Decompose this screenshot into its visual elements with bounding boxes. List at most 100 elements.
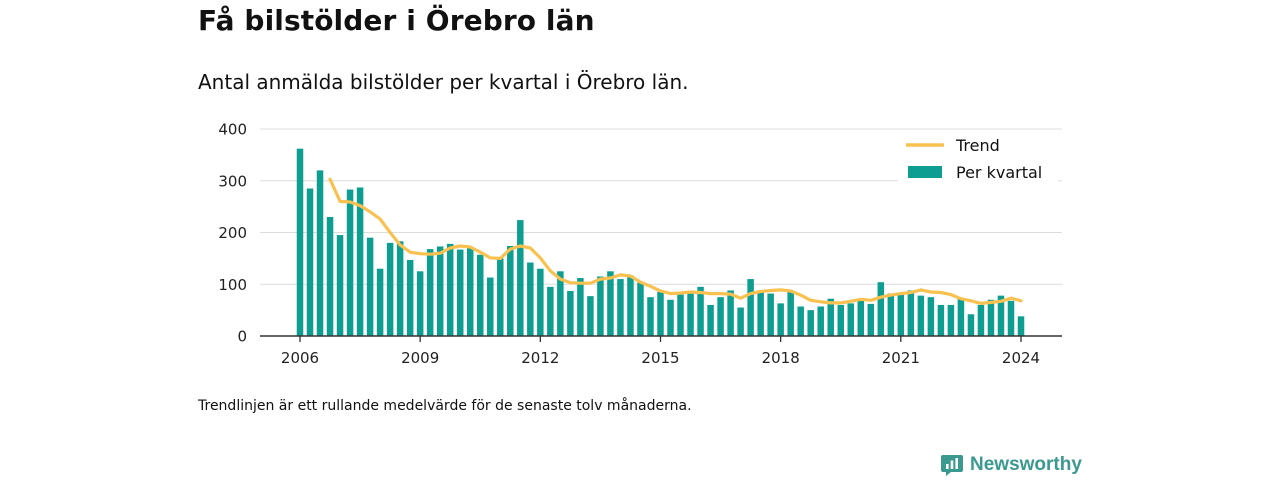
bar bbox=[967, 314, 975, 336]
bar bbox=[927, 297, 935, 336]
bar bbox=[617, 279, 624, 336]
bar bbox=[316, 170, 324, 336]
bar bbox=[477, 254, 484, 336]
bar bbox=[466, 248, 474, 336]
bar bbox=[717, 297, 724, 336]
bar bbox=[366, 237, 374, 336]
bar bbox=[426, 249, 434, 336]
footnote: Trendlinjen är ett rullande medelvärde f… bbox=[198, 398, 692, 414]
bar bbox=[517, 220, 524, 336]
x-tick-label: 2015 bbox=[641, 349, 679, 367]
bar bbox=[446, 243, 454, 336]
bar bbox=[577, 278, 584, 336]
bar bbox=[877, 282, 885, 336]
legend-swatch-bars bbox=[908, 166, 942, 178]
bar bbox=[907, 290, 915, 336]
bar bbox=[747, 279, 754, 336]
bar bbox=[537, 268, 544, 336]
bar bbox=[507, 245, 514, 336]
bar bbox=[1007, 300, 1015, 336]
chart-subtitle: Antal anmälda bilstölder per kvartal i Ö… bbox=[198, 70, 689, 94]
bar bbox=[687, 293, 694, 336]
newsworthy-logo-icon bbox=[941, 455, 963, 476]
trend-series bbox=[328, 177, 1023, 305]
bar bbox=[787, 290, 794, 336]
bar bbox=[827, 298, 834, 336]
bar bbox=[487, 277, 494, 336]
bar bbox=[677, 294, 684, 336]
chart-title: Få bilstölder i Örebro län bbox=[198, 4, 595, 37]
y-tick-label: 300 bbox=[218, 172, 247, 190]
bar bbox=[557, 271, 564, 336]
bar bbox=[897, 294, 905, 336]
x-tick-label: 2006 bbox=[281, 349, 319, 367]
bar bbox=[857, 298, 865, 336]
bar bbox=[957, 298, 965, 336]
bar bbox=[587, 296, 594, 336]
bar bbox=[456, 249, 464, 336]
bar bbox=[386, 242, 394, 336]
legend: Trend Per kvartal bbox=[898, 131, 1058, 185]
bar bbox=[937, 304, 945, 336]
bar bbox=[817, 306, 824, 336]
y-tick-label: 200 bbox=[218, 224, 247, 242]
trend-line bbox=[328, 177, 1023, 305]
bar bbox=[727, 290, 734, 336]
bar bbox=[396, 241, 404, 336]
bar bbox=[607, 271, 614, 336]
legend-label: Per kvartal bbox=[956, 163, 1042, 182]
bar bbox=[737, 307, 744, 336]
bar bbox=[326, 216, 334, 336]
bar bbox=[947, 304, 955, 336]
bar bbox=[336, 235, 344, 336]
y-tick-label: 100 bbox=[218, 276, 247, 294]
x-tick-label: 2021 bbox=[882, 349, 920, 367]
bar bbox=[657, 292, 664, 336]
bar bbox=[497, 258, 504, 336]
bar bbox=[597, 276, 604, 336]
bar bbox=[296, 148, 304, 336]
bar bbox=[867, 303, 875, 336]
bar bbox=[807, 310, 814, 336]
bar bbox=[527, 262, 534, 336]
brand-logo: Newsworthy bbox=[940, 450, 1082, 480]
bar bbox=[376, 268, 384, 336]
bar bbox=[647, 297, 654, 336]
bar bbox=[757, 290, 764, 336]
brand-name: Newsworthy bbox=[970, 454, 1082, 475]
legend-label: Trend bbox=[955, 136, 1000, 155]
x-axis: 2006 2009 2012 2015 2018 2021 2024 bbox=[260, 335, 1062, 367]
bar bbox=[346, 189, 354, 336]
bar bbox=[977, 304, 985, 336]
y-tick-label: 400 bbox=[218, 121, 247, 139]
bar bbox=[887, 293, 895, 336]
x-tick-label: 2018 bbox=[762, 349, 800, 367]
bar bbox=[917, 295, 925, 336]
bar bbox=[777, 303, 784, 336]
x-tick-label: 2012 bbox=[521, 349, 559, 367]
bar bbox=[767, 293, 774, 336]
bar bbox=[667, 299, 674, 336]
bar bbox=[306, 188, 314, 336]
bar bbox=[547, 286, 554, 336]
bar bbox=[406, 259, 414, 336]
bar bbox=[416, 271, 424, 336]
bar bbox=[356, 187, 364, 336]
bar bbox=[707, 304, 714, 336]
bar bbox=[987, 299, 995, 336]
bar bbox=[627, 275, 634, 336]
bar bbox=[1017, 316, 1025, 336]
bar bbox=[567, 290, 574, 336]
bar bbox=[797, 306, 804, 336]
bar bbox=[847, 303, 855, 336]
bar bbox=[837, 304, 844, 336]
x-tick-label: 2009 bbox=[401, 349, 439, 367]
bar bbox=[997, 295, 1005, 336]
bar-series bbox=[296, 148, 1025, 336]
y-axis-tick-labels: 0 100 200 300 400 bbox=[218, 121, 247, 346]
bar bbox=[436, 246, 444, 336]
y-tick-label: 0 bbox=[237, 328, 247, 346]
x-tick-label: 2024 bbox=[1002, 349, 1040, 367]
bar bbox=[697, 286, 704, 336]
